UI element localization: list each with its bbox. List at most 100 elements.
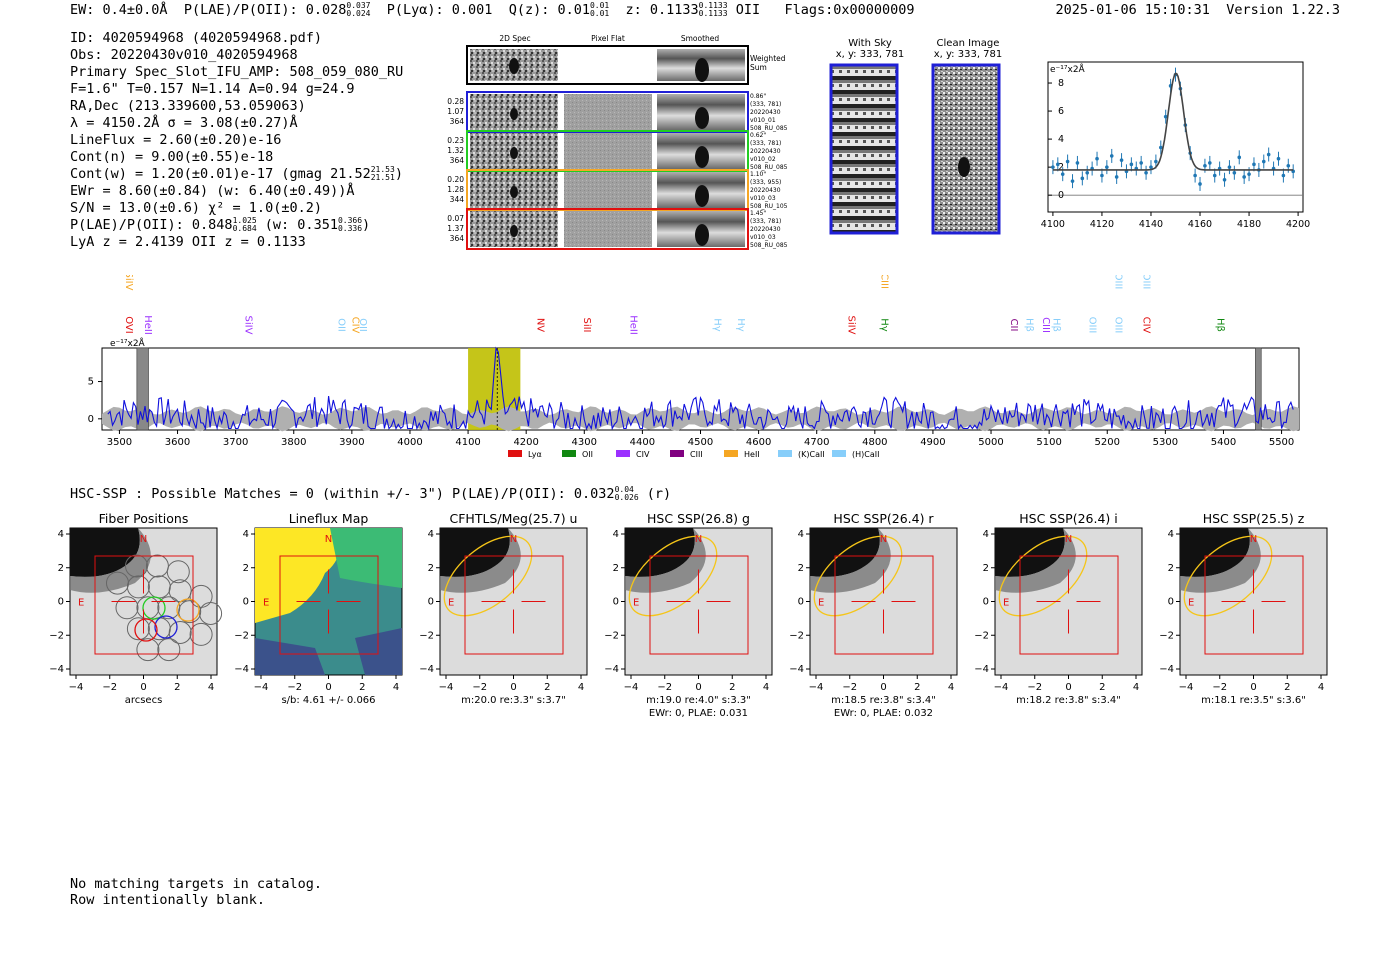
- row-ifu: 508_RU_085: [750, 164, 788, 171]
- fiber-circle: [125, 554, 148, 578]
- fiber-circle: [168, 621, 192, 644]
- fit-data-point: [1227, 165, 1232, 169]
- header-flags: Flags:0x00000009: [784, 2, 915, 18]
- header-z-hi: 0.1133: [698, 1, 728, 10]
- weighted-label-1: Weighted: [750, 54, 786, 63]
- panel-y-tick-label: −4: [419, 664, 434, 675]
- spectrum-line-marker: SiIV: [845, 316, 856, 335]
- fit-y-tick-label: 6: [1058, 106, 1064, 117]
- panel-x-tick-label: 0: [695, 682, 701, 693]
- fit-data-point: [1144, 170, 1148, 175]
- info-lambda: λ = 4150.2Å σ = 3.08(±0.27)Å: [70, 115, 298, 131]
- flux-mid-region: [330, 528, 402, 588]
- footer-line-1: No matching targets in catalog.: [70, 876, 322, 892]
- panel-y-tick-label: 2: [983, 563, 989, 574]
- panel-x-tick-label: 4: [763, 682, 769, 693]
- row-ifu: 508_RU_085: [750, 242, 788, 249]
- panel-y-tick-label: 4: [1168, 529, 1174, 540]
- panel-y-tick-label: −4: [789, 664, 804, 675]
- panel-title: HSC SSP(26.8) g: [647, 511, 750, 526]
- info-sn: S/N = 13.0(±0.6) χ² = 1.0(±0.2): [70, 200, 322, 216]
- panel-subtitle: m:18.2 re:3.8" s:3.4": [1016, 695, 1121, 706]
- spectrum-masked-region: [1255, 347, 1262, 431]
- imaging-panels: Fiber Positions N E −4 −4 −2 −2 0 0 2 2 4 4 arcsecs Li…: [50, 511, 1328, 719]
- panel-y-tick-label: −2: [234, 630, 249, 641]
- row-2d-source: [510, 186, 518, 198]
- info-cont-w-end: ): [394, 166, 403, 182]
- weighted-smooth-source: [695, 58, 709, 82]
- panel-y-tick-label: −2: [974, 630, 989, 641]
- galaxy-ellipse: [628, 535, 718, 617]
- spectrum-x-tick-label: 5500: [1269, 437, 1294, 448]
- hsc-ssp-title: HSC-SSP : Possible Matches = 0 (within +…: [70, 486, 672, 503]
- info-plae-w-end: ): [362, 217, 371, 233]
- fiber-circle: [136, 638, 160, 662]
- panel-x-tick-label: −4: [69, 682, 84, 693]
- galaxy-halo: [70, 528, 151, 593]
- clean-image-title: Clean Image: [936, 38, 1000, 49]
- info-plae-lo: 0.684: [232, 224, 257, 233]
- spectrum-x-tick-label: 4800: [862, 437, 887, 448]
- row-distance: 0.62": [750, 132, 766, 139]
- row-flat-image: [564, 94, 652, 130]
- header-timestamp: 2025-01-06 15:10:31: [1055, 2, 1210, 18]
- col-2d-spec-title: 2D Spec: [499, 34, 530, 43]
- fit-data-point: [1232, 170, 1237, 175]
- panel-x-tick-label: 4: [393, 682, 399, 693]
- panel-x-tick-label: −4: [1179, 682, 1194, 693]
- fit-data-point: [1286, 163, 1291, 168]
- spectrum-y-tick-label: 5: [88, 377, 94, 388]
- fit-y-tick-label: 4: [1058, 134, 1064, 145]
- spectrum-line-marker: Hγ: [712, 318, 723, 332]
- spectrum-x-tick-label: 5300: [1153, 437, 1178, 448]
- footer-line-2: Row intentionally blank.: [70, 892, 266, 908]
- spectrum-line-marker: CIV: [1140, 317, 1151, 334]
- row-throughput: 1.28: [447, 185, 464, 194]
- panel-y-tick-label: 4: [613, 529, 619, 540]
- with-sky-title: With Sky: [848, 38, 892, 49]
- panel-x-tick-label: 0: [510, 682, 516, 693]
- info-cont-w-row: Cont(w) = 1.20(±0.01)e-17 (gmag 21.5221.…: [70, 166, 450, 183]
- fit-data-point: [1129, 162, 1134, 167]
- panel-subtitle-2: EWr: 0, PLAE: 0.031: [649, 708, 748, 719]
- spectrum-legend-swatch: [832, 450, 846, 457]
- info-cont-n: Cont(n) = 9.00(±0.55)e-18: [70, 149, 274, 165]
- spectrum-legend-label: Lyα: [528, 450, 542, 459]
- spectrum-y-unit: e⁻¹⁷x2Å: [110, 337, 146, 349]
- galaxy-halo: [995, 528, 1076, 593]
- aperture-box: [94, 555, 194, 655]
- spectrum-line-marker: Hγ: [878, 318, 889, 332]
- info-cont-w-hi: 21.53: [370, 165, 395, 174]
- spectrum-x-tick-label: 4400: [630, 437, 655, 448]
- spectrum-line-marker: NV: [534, 318, 545, 332]
- panel-y-tick-label: 2: [428, 563, 434, 574]
- north-label: N: [510, 534, 517, 545]
- fiber-cutouts: 2D Spec Pixel Flat Smoothed Weighted Sum…: [447, 34, 788, 250]
- header-ew: EW: 0.4±0.0Å: [70, 2, 168, 18]
- spectrum-line-marker: OII: [336, 318, 347, 332]
- row-xy: (333, 781): [750, 101, 781, 108]
- row-distance: 1.10": [750, 171, 766, 178]
- panel-y-tick-label: −4: [974, 664, 989, 675]
- with-sky-image: [829, 63, 899, 235]
- hsc-title-band: (r): [646, 486, 672, 502]
- row-weight: 0.07: [447, 214, 464, 223]
- east-label: E: [818, 598, 824, 609]
- panel-y-tick-label: 4: [58, 529, 64, 540]
- panel-x-tick-label: 2: [1284, 682, 1290, 693]
- aperture-box: [1019, 555, 1119, 655]
- with-sky-xy: x, y: 333, 781: [835, 49, 905, 60]
- panel-y-tick-label: −2: [1159, 630, 1174, 641]
- spectrum-legend-swatch: [562, 450, 576, 457]
- fiber-circle: [126, 617, 150, 641]
- east-label: E: [78, 598, 84, 609]
- fit-data-point: [1281, 173, 1286, 178]
- header-qz: Q(z): 0.01: [508, 2, 590, 18]
- row-flat-image: [564, 211, 652, 247]
- panel-x-tick-label: 2: [729, 682, 735, 693]
- info-cont-w-lo: 21.51: [370, 173, 395, 182]
- panel-y-tick-label: −4: [50, 664, 64, 675]
- panel-x-tick-label: −4: [809, 682, 824, 693]
- fit-x-tick-label: 4160: [1188, 219, 1212, 230]
